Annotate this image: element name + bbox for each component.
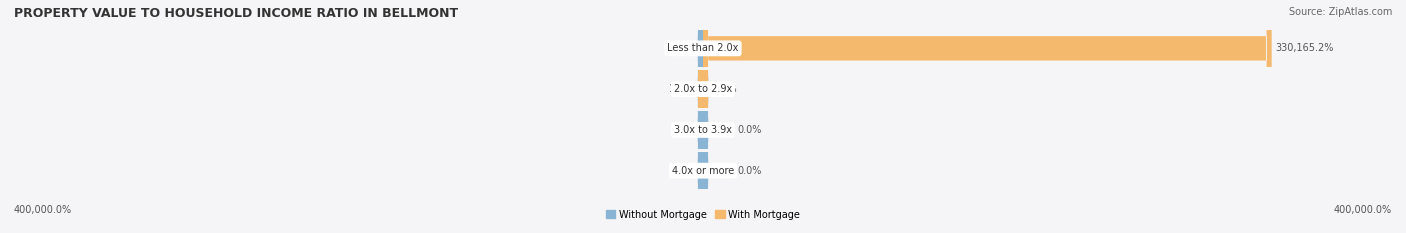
- FancyBboxPatch shape: [703, 0, 1271, 233]
- Text: 2.0x to 2.9x: 2.0x to 2.9x: [673, 84, 733, 94]
- Text: 87.0%: 87.0%: [707, 84, 737, 94]
- Text: 3.0x to 3.9x: 3.0x to 3.9x: [673, 125, 733, 135]
- Text: 330,165.2%: 330,165.2%: [1275, 43, 1333, 53]
- Text: Source: ZipAtlas.com: Source: ZipAtlas.com: [1288, 7, 1392, 17]
- Text: 0.0%: 0.0%: [738, 125, 762, 135]
- FancyBboxPatch shape: [697, 0, 709, 233]
- Text: 4.0x or more: 4.0x or more: [672, 166, 734, 176]
- FancyBboxPatch shape: [697, 0, 709, 233]
- Text: 0.0%: 0.0%: [738, 166, 762, 176]
- Text: 11.8%: 11.8%: [669, 84, 700, 94]
- Text: 9.8%: 9.8%: [675, 166, 700, 176]
- FancyBboxPatch shape: [697, 0, 709, 233]
- FancyBboxPatch shape: [697, 0, 709, 233]
- Text: 7.8%: 7.8%: [675, 125, 700, 135]
- Text: 70.6%: 70.6%: [669, 43, 699, 53]
- Legend: Without Mortgage, With Mortgage: Without Mortgage, With Mortgage: [602, 206, 804, 223]
- Text: PROPERTY VALUE TO HOUSEHOLD INCOME RATIO IN BELLMONT: PROPERTY VALUE TO HOUSEHOLD INCOME RATIO…: [14, 7, 458, 20]
- Text: 400,000.0%: 400,000.0%: [1334, 205, 1392, 215]
- Text: Less than 2.0x: Less than 2.0x: [668, 43, 738, 53]
- FancyBboxPatch shape: [697, 0, 709, 233]
- Text: 400,000.0%: 400,000.0%: [14, 205, 72, 215]
